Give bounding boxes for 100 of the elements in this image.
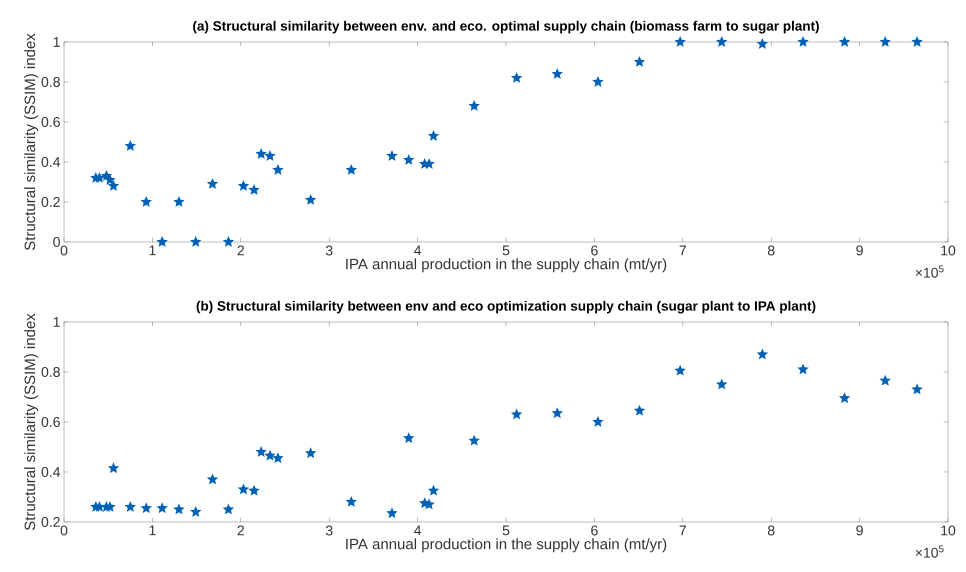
x-tick-label: 5 bbox=[502, 246, 510, 256]
y-axis-title: Structural similarity (SSIM) index bbox=[24, 313, 38, 530]
point bbox=[248, 484, 260, 496]
y-tick-label: 0 bbox=[53, 237, 60, 247]
x-tick-label: 1 bbox=[150, 526, 156, 536]
point bbox=[838, 36, 850, 47]
point bbox=[156, 502, 168, 514]
point bbox=[403, 432, 414, 444]
chart-title: (a) Structural similarity between env. and eco. optimal supply chain (biomass farm to sugar plant) bbox=[193, 20, 819, 34]
point bbox=[386, 507, 398, 518]
point bbox=[756, 38, 768, 49]
point bbox=[264, 450, 276, 461]
x-tick-label: 1 bbox=[150, 246, 156, 256]
y-tick-label: 0.2 bbox=[42, 517, 60, 527]
x-tick-label: 8 bbox=[768, 246, 774, 256]
x-tick-label: 8 bbox=[768, 526, 774, 536]
point bbox=[272, 164, 284, 175]
point bbox=[510, 408, 522, 420]
x-tick-label: 6 bbox=[591, 246, 598, 256]
point bbox=[255, 446, 267, 457]
point bbox=[248, 184, 260, 195]
point bbox=[838, 392, 850, 404]
point bbox=[304, 194, 316, 205]
point bbox=[238, 483, 250, 494]
point bbox=[592, 416, 604, 427]
point bbox=[911, 36, 923, 47]
y-axis-title: Structural similarity (SSIM) index bbox=[24, 33, 38, 250]
point bbox=[173, 503, 185, 514]
x-tick-label: 0 bbox=[60, 246, 68, 256]
x-tick-label: 6 bbox=[591, 526, 598, 536]
x-tick-label: 10 bbox=[941, 246, 956, 256]
point bbox=[124, 500, 136, 512]
point bbox=[346, 496, 358, 507]
point bbox=[222, 236, 234, 247]
point bbox=[272, 452, 284, 464]
text: ×10$^{5}$ bbox=[916, 266, 944, 278]
y-tick-label: 0.8 bbox=[42, 77, 60, 87]
point bbox=[552, 407, 563, 418]
point bbox=[468, 434, 480, 446]
point bbox=[756, 348, 768, 360]
point bbox=[304, 447, 316, 458]
point bbox=[386, 150, 398, 161]
x-tick-label: 9 bbox=[856, 246, 863, 256]
x-tick-label: 2 bbox=[238, 246, 244, 256]
y-tick-label: 0.4 bbox=[42, 467, 60, 477]
point bbox=[634, 56, 646, 67]
point bbox=[468, 100, 480, 111]
point bbox=[264, 150, 276, 161]
y-tick-label: 1 bbox=[54, 37, 60, 47]
point bbox=[156, 236, 168, 247]
point bbox=[674, 36, 686, 47]
x-tick-label: 7 bbox=[680, 246, 686, 256]
x-tick-label: 4 bbox=[414, 526, 422, 536]
point bbox=[880, 374, 891, 386]
y-tick-label: 0.6 bbox=[42, 417, 60, 427]
x-tick-label: 10 bbox=[941, 526, 956, 536]
point bbox=[238, 180, 250, 191]
point bbox=[634, 404, 646, 416]
point bbox=[190, 506, 202, 517]
y-tick-label: 0.8 bbox=[42, 367, 60, 377]
point bbox=[911, 383, 923, 394]
x-tick-label: 5 bbox=[502, 526, 510, 536]
x-axis-title: IPA annual production in the supply chain (mt/yr) bbox=[346, 538, 666, 552]
point bbox=[206, 178, 218, 189]
point bbox=[880, 36, 891, 47]
point bbox=[403, 154, 414, 165]
point bbox=[592, 76, 604, 87]
x-axis-title: IPA annual production in the supply chain (mt/yr) bbox=[346, 258, 666, 272]
point bbox=[428, 130, 440, 141]
point bbox=[140, 196, 152, 207]
point bbox=[206, 473, 218, 484]
chart-title: (b) Structural similarity between env and eco optimization supply chain (sugar plant to IPA plant) bbox=[196, 300, 816, 314]
x-tick-label: 3 bbox=[326, 526, 332, 536]
x-tick-label: 9 bbox=[856, 526, 863, 536]
point bbox=[124, 140, 136, 151]
point bbox=[716, 378, 728, 390]
x-tick-label: 0 bbox=[60, 526, 68, 536]
point bbox=[428, 484, 440, 496]
x-tick-label: 3 bbox=[326, 246, 332, 256]
point bbox=[797, 36, 809, 47]
point bbox=[108, 180, 120, 191]
point bbox=[674, 364, 686, 376]
point bbox=[510, 72, 522, 83]
x-tick-label: 7 bbox=[680, 526, 686, 536]
point bbox=[108, 462, 120, 474]
point bbox=[190, 236, 202, 247]
point bbox=[222, 503, 234, 514]
y-tick-label: 0.6 bbox=[42, 117, 60, 127]
point bbox=[173, 196, 185, 207]
y-tick-label: 0.4 bbox=[42, 157, 60, 167]
point bbox=[797, 363, 809, 374]
point bbox=[552, 68, 563, 79]
y-tick-label: 1 bbox=[54, 317, 60, 327]
point bbox=[255, 148, 267, 159]
text: ×10$^{5}$ bbox=[916, 546, 944, 558]
point bbox=[716, 36, 728, 47]
point bbox=[346, 164, 358, 175]
x-tick-label: 2 bbox=[238, 526, 244, 536]
x-tick-label: 4 bbox=[414, 246, 422, 256]
point bbox=[140, 502, 152, 514]
